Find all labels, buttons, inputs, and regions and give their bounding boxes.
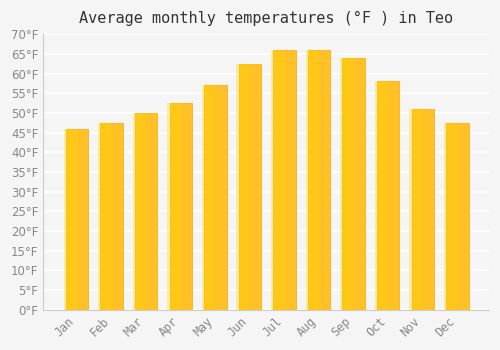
Bar [410, 109, 423, 310]
Bar [342, 58, 365, 310]
Bar [168, 103, 181, 310]
Bar [377, 82, 400, 310]
Bar [271, 50, 284, 310]
Bar [238, 64, 261, 310]
Bar [306, 50, 319, 310]
Bar [340, 58, 353, 310]
Bar [274, 50, 296, 310]
Bar [446, 123, 468, 310]
Bar [202, 85, 215, 310]
Bar [64, 129, 77, 310]
Bar [132, 113, 146, 310]
Bar [308, 50, 330, 310]
Bar [66, 129, 88, 310]
Bar [100, 123, 123, 310]
Bar [170, 103, 192, 310]
Bar [375, 82, 388, 310]
Title: Average monthly temperatures (°F ) in Teo: Average monthly temperatures (°F ) in Te… [79, 11, 453, 26]
Bar [98, 123, 112, 310]
Bar [135, 113, 158, 310]
Bar [236, 64, 250, 310]
Bar [444, 123, 458, 310]
Bar [412, 109, 434, 310]
Bar [204, 85, 227, 310]
